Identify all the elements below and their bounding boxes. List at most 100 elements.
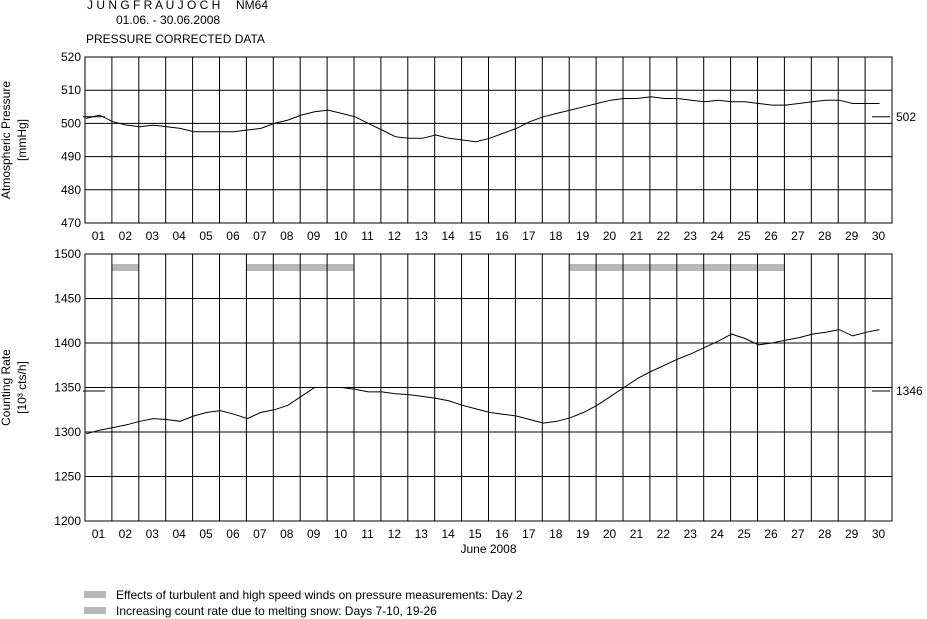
y-tick-label: 1200	[54, 514, 81, 528]
x-tick-label: 11	[361, 229, 374, 243]
x-tick-label: 12	[388, 229, 402, 243]
x-tick-label: 08	[280, 229, 294, 243]
x-tick-label: 01	[92, 527, 106, 541]
station-title: J U N G F R A U J O C H	[87, 0, 220, 12]
x-tick-label: 12	[388, 527, 402, 541]
x-tick-label: 18	[549, 229, 563, 243]
x-tick-label: 03	[146, 527, 160, 541]
x-tick-label: 26	[764, 229, 778, 243]
legend-swatch-snow	[84, 607, 106, 614]
x-tick-label: 26	[764, 527, 778, 541]
x-tick-label: 13	[415, 527, 429, 541]
x-tick-label: 06	[226, 229, 240, 243]
x-tick-label: 05	[199, 527, 213, 541]
y-tick-label: 1300	[54, 425, 81, 439]
x-tick-label: 09	[307, 527, 321, 541]
chart-header: J U N G F R A U J O C H NM64 01.06. - 30…	[86, 0, 268, 46]
y-tick-label: 1500	[54, 247, 81, 261]
x-tick-label: 13	[415, 229, 429, 243]
x-tick-label: 05	[199, 229, 213, 243]
detector-name: NM64	[236, 0, 268, 12]
x-tick-label: 18	[549, 527, 563, 541]
pressure-y-axis-unit: [mmHg]	[15, 119, 29, 161]
x-tick-label: 24	[710, 527, 724, 541]
pressure-x-tick-labels: 01 02 03 04 05 06 07 08 09 10 11 12 13 14 15 16 17 18 19 20…	[92, 229, 886, 243]
counting-rate-grid	[85, 254, 892, 521]
pressure-series	[85, 96, 880, 143]
x-tick-label: 25	[737, 229, 751, 243]
y-tick-label: 500	[61, 116, 81, 130]
x-tick-label: 07	[253, 229, 267, 243]
x-tick-label: 06	[226, 527, 240, 541]
x-tick-label: 21	[630, 527, 644, 541]
x-tick-label: 28	[818, 229, 832, 243]
series-line	[85, 96, 880, 143]
x-tick-label: 29	[845, 527, 859, 541]
chart-subtitle: PRESSURE CORRECTED DATA	[86, 32, 265, 46]
highlight-band	[111, 264, 139, 271]
y-tick-label: 470	[61, 216, 81, 230]
x-tick-label: 02	[119, 229, 133, 243]
x-tick-label: 23	[684, 229, 698, 243]
counting-rate-y-tick-labels: 1200 1250 1300 1350 1400 1450 1500	[54, 247, 81, 528]
x-tick-label: 03	[146, 229, 160, 243]
x-tick-label: 02	[119, 527, 133, 541]
series-line	[85, 329, 880, 435]
highlight-bands	[111, 264, 785, 271]
x-tick-label: 30	[872, 527, 886, 541]
x-tick-label: 04	[172, 527, 186, 541]
x-tick-label: 08	[280, 527, 294, 541]
counting-rate-y-axis-unit: [10³ cts/h]	[15, 361, 29, 414]
x-tick-label: 20	[603, 527, 617, 541]
x-tick-label: 28	[818, 527, 832, 541]
y-tick-label: 520	[61, 50, 81, 64]
x-tick-label: 15	[468, 527, 482, 541]
x-tick-label: 09	[307, 229, 321, 243]
pressure-reference-label: 502	[896, 110, 916, 124]
x-tick-label: 30	[872, 229, 886, 243]
x-tick-label: 16	[495, 229, 509, 243]
x-tick-label: 15	[468, 229, 482, 243]
pressure-y-axis-label: Atmospheric Pressure	[0, 81, 13, 199]
x-tick-label: 21	[630, 229, 644, 243]
counting-rate-series	[85, 329, 880, 435]
x-tick-label: 20	[603, 229, 617, 243]
pressure-grid	[85, 57, 892, 223]
x-tick-label: 22	[657, 527, 671, 541]
legend-item-snow: Increasing count rate due to melting sno…	[116, 604, 437, 618]
legend: Effects of turbulent and high speed wind…	[84, 588, 523, 618]
x-tick-label: 17	[522, 527, 536, 541]
x-tick-label: 29	[845, 229, 859, 243]
x-tick-label: 23	[684, 527, 698, 541]
x-tick-label: 27	[791, 229, 805, 243]
x-tick-label: 24	[710, 229, 724, 243]
legend-swatch-wind	[84, 591, 106, 598]
x-tick-label: 10	[334, 527, 348, 541]
x-tick-label: 07	[253, 527, 267, 541]
x-tick-label: 17	[522, 229, 536, 243]
x-tick-label: 01	[92, 229, 106, 243]
y-tick-label: 480	[61, 183, 81, 197]
y-tick-label: 1450	[54, 292, 81, 306]
y-tick-label: 490	[61, 150, 81, 164]
x-tick-label: 27	[791, 527, 805, 541]
x-tick-label: 10	[334, 229, 348, 243]
x-tick-label: 25	[737, 527, 751, 541]
counting-rate-panel: 1200 1250 1300 1350 1400 1450 1500 Counting Ra…	[0, 247, 923, 528]
y-tick-label: 510	[61, 83, 81, 97]
x-tick-label: 19	[576, 229, 590, 243]
x-tick-label: 14	[441, 527, 455, 541]
pressure-y-tick-labels: 470 480 490 500 510 520	[61, 50, 81, 230]
pressure-plot-frame	[84, 56, 893, 224]
counting-rate-reference-label: 1346	[896, 384, 923, 398]
y-tick-label: 1350	[54, 381, 81, 395]
x-tick-label: 14	[441, 229, 455, 243]
counting-rate-y-axis-label: Counting Rate	[0, 349, 13, 426]
date-range: 01.06. - 30.06.2008	[116, 13, 220, 27]
x-tick-label: 11	[361, 527, 374, 541]
x-tick-label: 04	[172, 229, 186, 243]
counting-rate-plot-frame	[84, 253, 893, 522]
x-axis-label: June 2008	[460, 542, 516, 556]
